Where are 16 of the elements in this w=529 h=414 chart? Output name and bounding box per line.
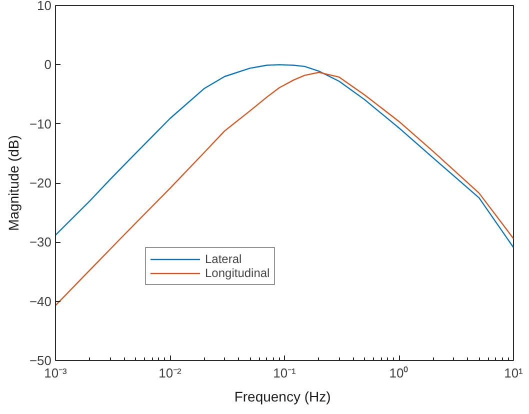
y-tick-label: −30 — [29, 234, 52, 250]
y-tick-label: −40 — [29, 294, 52, 309]
x-tick-label: 10⁻¹ — [273, 366, 297, 380]
x-tick-label: 10⁰ — [389, 366, 409, 380]
y-tick-label: −10 — [29, 116, 52, 132]
y-tick-label: 0 — [44, 57, 52, 72]
y-axis-title: Magnitude (dB) — [5, 135, 22, 231]
x-axis-title: Frequency (Hz) — [234, 388, 331, 404]
x-tick-label: 10¹ — [504, 366, 524, 380]
legend-label: Lateral — [205, 252, 242, 266]
y-tick-label: 10 — [37, 0, 52, 13]
y-tick-label: −20 — [29, 176, 52, 190]
legend-label: Longitudinal — [205, 266, 270, 280]
y-tick-label: −50 — [29, 353, 52, 368]
x-tick-label: 10⁻² — [158, 366, 182, 380]
x-tick-label: 10⁻³ — [44, 366, 68, 380]
